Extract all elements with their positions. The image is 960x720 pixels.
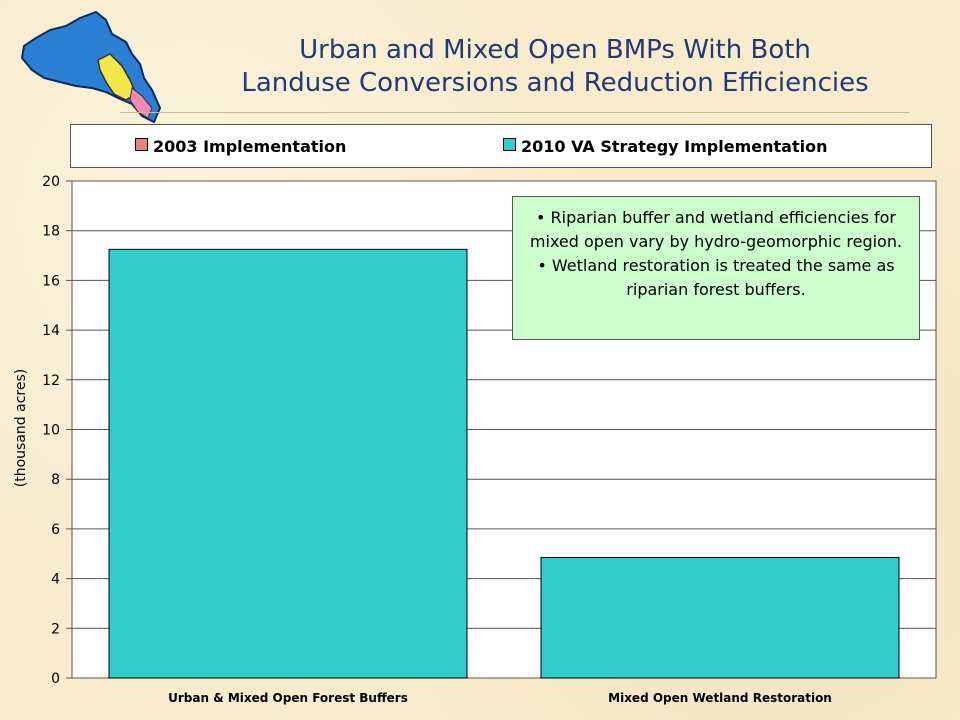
y-axis-label: (thousand acres) <box>13 368 29 488</box>
y-tick-label: 6 <box>51 522 60 538</box>
x-tick-label: Urban & Mixed Open Forest Buffers <box>168 691 408 705</box>
y-axis-ticks: 0 2 4 6 8 10 12 14 16 18 20 <box>42 174 72 687</box>
note-line-2: • Wetland restoration is treated the sam… <box>537 256 895 299</box>
title-line-1: Urban and Mixed Open BMPs With Both <box>299 35 811 65</box>
y-tick-label: 10 <box>42 423 60 439</box>
y-tick-label: 2 <box>51 621 60 637</box>
bars <box>108 248 900 679</box>
y-tick-label: 12 <box>42 373 60 389</box>
title-line-2: Landuse Conversions and Reduction Effici… <box>241 68 869 98</box>
page-title: Urban and Mixed Open BMPs With Both Land… <box>150 34 960 100</box>
legend-item-2010: 2010 VA Strategy Implementation <box>503 137 827 157</box>
y-tick-label: 4 <box>51 572 60 588</box>
title-divider <box>120 112 910 113</box>
watershed-map-logo <box>20 10 162 124</box>
legend-item-2003: 2003 Implementation <box>135 137 346 157</box>
chart-legend: 2003 Implementation 2010 VA Strategy Imp… <box>70 124 932 168</box>
y-tick-label: 18 <box>42 224 60 240</box>
bay-region <box>129 87 153 119</box>
y-tick-label: 0 <box>51 671 60 687</box>
legend-swatch-2010 <box>503 138 516 151</box>
y-tick-label: 20 <box>42 174 60 190</box>
y-tick-label: 14 <box>42 323 60 339</box>
legend-swatch-2003 <box>135 138 148 151</box>
y-tick-label: 8 <box>51 472 60 488</box>
bar-2010-2 <box>540 556 900 679</box>
legend-label-2003: 2003 Implementation <box>153 137 347 156</box>
x-tick-label: Mixed Open Wetland Restoration <box>608 691 832 705</box>
x-axis-labels: Urban & Mixed Open Forest Buffers Mixed O… <box>168 691 832 705</box>
bar-2010-1 <box>108 248 468 679</box>
y-tick-label: 16 <box>42 273 60 289</box>
annotation-note: • Riparian buffer and wetland efficienci… <box>512 196 920 340</box>
note-line-1: • Riparian buffer and wetland efficienci… <box>529 208 903 251</box>
legend-label-2010: 2010 VA Strategy Implementation <box>521 137 828 156</box>
